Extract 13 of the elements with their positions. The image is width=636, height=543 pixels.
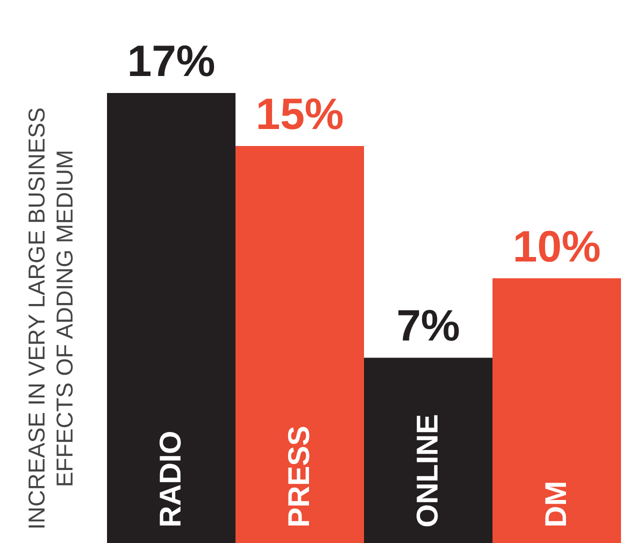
bar: [364, 358, 492, 543]
data-label: 15%: [256, 90, 344, 139]
bar: [492, 278, 621, 543]
x-tick-label: RADIO: [154, 430, 188, 528]
data-label: 10%: [512, 222, 601, 272]
bar: [236, 146, 364, 543]
data-label: 17%: [127, 37, 216, 86]
y-axis-title: INCREASE IN VERY LARGE BUSINESS EFFECTS OF ADDING MEDIUM: [24, 107, 78, 530]
data-label: 7%: [396, 302, 460, 351]
x-tick-label: DM: [540, 480, 573, 528]
x-tick-label: PRESS: [282, 426, 316, 528]
bar: [107, 93, 236, 543]
x-tick-label: ONLINE: [411, 414, 444, 528]
